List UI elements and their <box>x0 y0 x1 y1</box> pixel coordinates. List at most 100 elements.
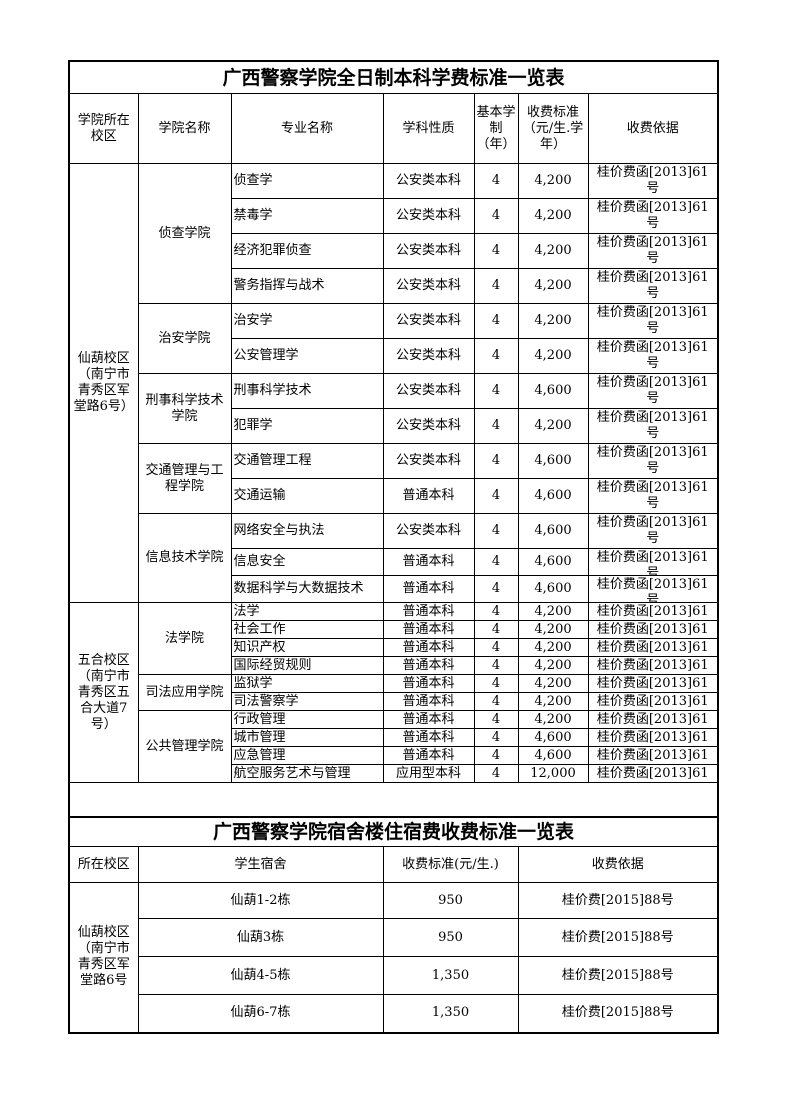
fee-cell: 4,600 <box>517 443 589 479</box>
category-cell: 普通本科 <box>382 710 475 729</box>
category-cell: 普通本科 <box>382 478 475 514</box>
major-cell: 交通运输 <box>230 478 384 514</box>
fee-cell: 4,200 <box>517 338 589 374</box>
years-cell: 4 <box>473 443 519 479</box>
table-row: 公安管理学 公安类本科 4 4,200 桂价费函[2013]61号 <box>69 338 719 374</box>
years-cell: 4 <box>473 478 519 514</box>
major-cell: 侦查学 <box>230 163 384 199</box>
basis-cell: 桂价费函[2013]61 <box>587 764 719 783</box>
dorm-header-row: 所在校区 学生宿舍 收费标准(元/生.) 收费依据 <box>68 846 719 883</box>
basis-text: 桂价费函[2013]61 <box>596 675 709 691</box>
major-cell: 刑事科学技术 <box>230 373 384 409</box>
fee-cell: 4,200 <box>517 198 589 234</box>
years-cell: 4 <box>473 373 519 409</box>
college-cell: 司法应用学院 <box>137 674 232 711</box>
basis-cell: 桂价费函[2013]61号 <box>587 373 719 409</box>
basis-text: 桂价费函[2013]61号 <box>596 270 709 301</box>
fee-cell: 950 <box>382 918 519 957</box>
basis-cell: 桂价费函[2013]61号 <box>587 575 719 603</box>
fee-cell: 12,000 <box>517 764 589 783</box>
basis-cell: 桂价费函[2013]61号 <box>587 478 719 514</box>
header-category: 学科性质 <box>382 93 475 164</box>
years-cell: 4 <box>473 233 519 269</box>
major-cell: 数据科学与大数据技术 <box>230 575 384 603</box>
tuition-table: 广西警察学院全日制本科学费标准一览表 学院所在校区 学院名称 专业名称 学科性质… <box>68 60 719 818</box>
table-row: 治安学院 治安学 公安类本科 4 4,200 桂价费函[2013]61号 <box>69 303 719 374</box>
fee-cell: 4,200 <box>517 656 589 675</box>
major-cell: 城市管理 <box>230 728 384 747</box>
major-cell: 监狱学 <box>230 674 384 693</box>
major-cell: 司法警察学 <box>230 692 384 711</box>
major-cell: 国际经贸规则 <box>230 656 384 675</box>
header-dorm: 学生宿舍 <box>137 846 384 883</box>
basis-text: 桂价费函[2013]61号 <box>596 549 709 575</box>
basis-text: 桂价费函[2013]61 <box>596 729 709 745</box>
years-cell: 4 <box>473 764 519 783</box>
basis-cell: 桂价费函[2013]61号 <box>587 303 719 339</box>
major-cell: 禁毒学 <box>230 198 384 234</box>
major-cell: 社会工作 <box>230 620 384 639</box>
fee-cell: 4,200 <box>517 268 589 304</box>
table-row: 犯罪学 公安类本科 4 4,200 桂价费函[2013]61号 <box>69 408 719 444</box>
campus-cell: 仙葫校区（南宁市青秀区军堂路6号 <box>68 882 139 1033</box>
college-cell: 侦查学院 <box>137 163 232 304</box>
category-cell: 公安类本科 <box>382 198 475 234</box>
fee-cell: 4,200 <box>517 692 589 711</box>
table-row: 司法应用学院 监狱学 普通本科 4 4,200 桂价费函[2013]61 <box>69 674 719 711</box>
basis-cell: 桂价费[2015]88号 <box>517 956 719 995</box>
category-cell: 普通本科 <box>382 602 475 621</box>
basis-text: 桂价费函[2013]61号 <box>596 200 709 231</box>
basis-text: 桂价费函[2013]61 <box>596 693 709 709</box>
major-cell: 警务指挥与战术 <box>230 268 384 304</box>
basis-text: 桂价费函[2013]61号 <box>596 515 709 546</box>
category-cell: 公安类本科 <box>382 373 475 409</box>
basis-text: 桂价费函[2013]61号 <box>596 445 709 476</box>
basis-cell: 桂价费函[2013]61号 <box>587 163 719 199</box>
fee-cell: 4,600 <box>517 575 589 603</box>
table-row: 公共管理学院 行政管理 普通本科 4 4,200 桂价费函[2013]61 <box>69 710 719 783</box>
header-basis: 收费依据 <box>517 846 719 883</box>
basis-cell: 桂价费函[2013]61 <box>587 638 719 657</box>
category-cell: 公安类本科 <box>382 163 475 199</box>
table-row: 社会工作 普通本科 4 4,200 桂价费函[2013]61 <box>69 620 719 639</box>
fee-cell: 1,350 <box>382 956 519 995</box>
table-row: 仙葫校区（南宁市青秀区军堂路6号） 侦查学院 侦查学 公安类本科 4 4,200 桂价费函[… <box>68 163 719 603</box>
basis-cell: 桂价费函[2013]61号 <box>587 408 719 444</box>
fee-cell: 4,200 <box>517 710 589 729</box>
table-row: 交通管理与工程学院 交通管理工程 公安类本科 4 4,600 桂价费函[2013]61号 <box>69 443 719 514</box>
table-row: 禁毒学 公安类本科 4 4,200 桂价费函[2013]61号 <box>69 198 719 234</box>
years-cell: 4 <box>473 692 519 711</box>
basis-cell: 桂价费函[2013]61 <box>587 746 719 765</box>
category-cell: 普通本科 <box>382 692 475 711</box>
years-cell: 4 <box>473 338 519 374</box>
major-cell: 应急管理 <box>230 746 384 765</box>
header-basis: 收费依据 <box>587 93 719 164</box>
major-cell: 法学 <box>230 602 384 621</box>
category-cell: 普通本科 <box>382 656 475 675</box>
years-cell: 4 <box>473 602 519 621</box>
fee-cell: 1,350 <box>382 994 519 1033</box>
college-cell: 治安学院 <box>137 303 232 374</box>
fee-cell: 4,200 <box>517 620 589 639</box>
college-cell: 刑事科学技术学院 <box>137 373 232 444</box>
table-row: 知识产权 普通本科 4 4,200 桂价费函[2013]61 <box>69 638 719 657</box>
blank-cell <box>68 782 719 817</box>
fee-cell: 4,600 <box>517 373 589 409</box>
basis-cell: 桂价费函[2013]61 <box>587 602 719 621</box>
basis-text: 桂价费函[2013]61号 <box>596 410 709 441</box>
table-row: 交通运输 普通本科 4 4,600 桂价费函[2013]61号 <box>69 478 719 514</box>
years-cell: 4 <box>473 656 519 675</box>
major-cell: 经济犯罪侦查 <box>230 233 384 269</box>
basis-cell: 桂价费函[2013]61 <box>587 656 719 675</box>
college-cell: 信息技术学院 <box>137 513 232 603</box>
dorm-cell: 仙葫6-7栋 <box>137 994 384 1033</box>
table-row: 五合校区（南宁市青秀区五合大道7号） 法学院 法学 普通本科 4 4,200 桂价费函[20… <box>68 602 719 783</box>
college-cell: 公共管理学院 <box>137 710 232 783</box>
years-cell: 4 <box>473 548 519 576</box>
fee-cell: 4,200 <box>517 674 589 693</box>
basis-text: 桂价费函[2013]61 <box>596 603 709 619</box>
basis-text: 桂价费函[2013]61号 <box>596 235 709 266</box>
basis-text: 桂价费函[2013]61号 <box>596 165 709 196</box>
years-cell: 4 <box>473 163 519 199</box>
basis-cell: 桂价费函[2013]61号 <box>587 513 719 549</box>
